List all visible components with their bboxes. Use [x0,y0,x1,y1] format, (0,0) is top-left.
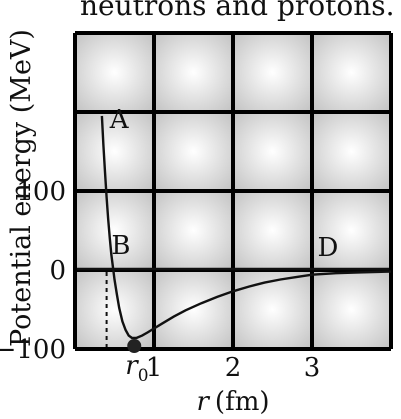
y-tick-label: 100 [16,177,66,207]
page-top-text: neutrons and protons. [80,0,395,22]
grid-cell [154,33,233,112]
x-tick-labels: 1 2 3 [146,353,321,383]
grid-cell [154,191,233,270]
x-axis-unit: (fm) [215,387,270,417]
y-axis-label: Potential energy (MeV) [6,29,37,347]
r0-marker [127,339,142,353]
x-axis-label: r (fm) [196,387,269,417]
grid-cell [233,33,312,112]
r0-label: r0 [125,351,148,386]
grid-cell [75,33,154,112]
y-tick-labels: 100 0 −100 [0,177,66,365]
annotation-a: A [109,105,130,135]
grid-cell [233,191,312,270]
grid-cell [312,33,391,112]
x-tick-label: 3 [304,353,321,383]
x-tick-label: 1 [146,353,163,383]
grid-cell [75,112,154,191]
curve-annotations: A B D [109,105,339,263]
grid-cell [312,191,391,270]
grid-cell [75,191,154,270]
y-tick-label: −100 [0,335,66,365]
potential-curve [100,115,392,340]
grid-cell [154,270,233,349]
annotation-b: B [111,231,130,261]
grid-cell [233,270,312,349]
grid-cell [312,112,391,191]
grid-cell [154,112,233,191]
annotation-d: D [318,233,339,263]
x-axis-variable: r [196,387,210,417]
x-tick-label: 2 [225,353,242,383]
grid-cell [233,112,312,191]
y-tick-label: 0 [49,256,66,286]
grid-cell [312,270,391,349]
plot-background-cells [75,33,391,349]
